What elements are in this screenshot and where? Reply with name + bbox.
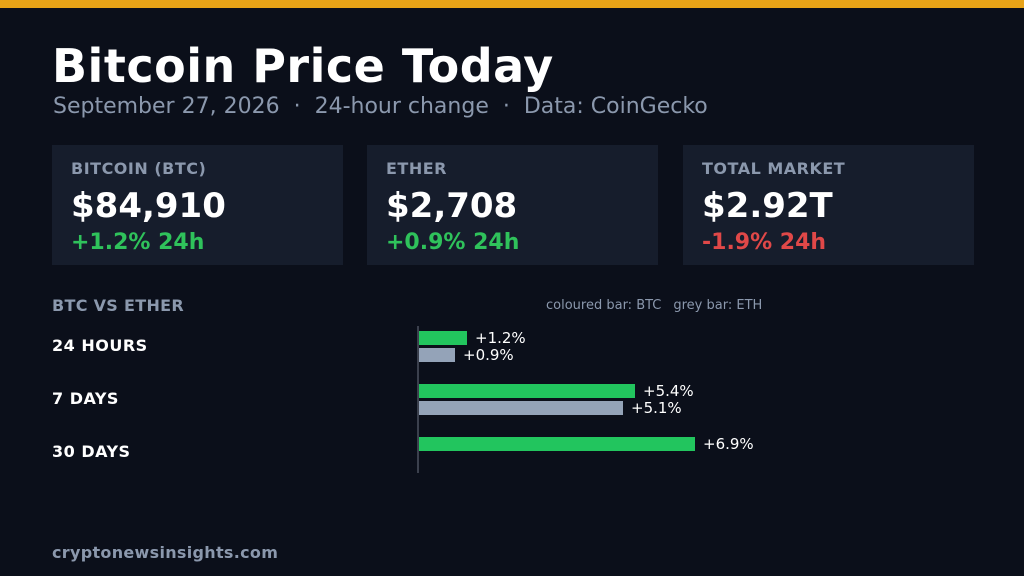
data-label-eth-1: +0.9% — [463, 346, 514, 364]
legend-eth: grey bar: ETH — [673, 298, 763, 313]
period-text: 24-hour change — [314, 94, 489, 119]
chart-legend: coloured bar: BTC grey bar: ETH — [546, 298, 762, 313]
bar-eth-1 — [419, 348, 455, 362]
total-market-card: TOTAL MARKET $2.92T -1.9% 24h — [683, 145, 974, 265]
card-value: $2,708 — [386, 186, 518, 226]
subtitle: September 27, 2026 · 24-hour change · Data: … — [53, 92, 708, 122]
chart-title: BTC VS ETHER — [52, 296, 184, 315]
card-value: $84,910 — [71, 186, 226, 226]
separator-dot: · — [502, 94, 510, 119]
bar-btc-3 — [419, 437, 695, 451]
card-label: BITCOIN (BTC) — [71, 159, 207, 178]
site-footer: cryptonewsinsights.com — [52, 543, 279, 562]
row-label-7-days: 7 DAYS — [52, 389, 119, 408]
date-text: September 27, 2026 — [53, 94, 280, 119]
card-value: $2.92T — [702, 186, 833, 226]
bar-eth-2 — [419, 401, 623, 415]
bar-btc-1 — [419, 331, 467, 345]
card-change: +0.9% 24h — [386, 230, 520, 255]
page-title: Bitcoin Price Today — [52, 39, 554, 93]
data-label-eth-2: +5.1% — [631, 399, 682, 417]
legend-btc: coloured bar: BTC — [546, 298, 662, 313]
row-label-24-hours: 24 HOURS — [52, 336, 148, 355]
card-label: ETHER — [386, 159, 447, 178]
card-change: +1.2% 24h — [71, 230, 205, 255]
btc-card: BITCOIN (BTC) $84,910 +1.2% 24h — [52, 145, 343, 265]
data-label-btc-2: +5.4% — [643, 382, 694, 400]
row-label-30-days: 30 DAYS — [52, 442, 131, 461]
data-label-btc-1: +1.2% — [475, 329, 526, 347]
source-text: Data: CoinGecko — [523, 94, 708, 119]
data-label-btc-3: +6.9% — [703, 435, 754, 453]
bar-btc-2 — [419, 384, 635, 398]
card-label: TOTAL MARKET — [702, 159, 846, 178]
card-change: -1.9% 24h — [702, 230, 827, 255]
ether-card: ETHER $2,708 +0.9% 24h — [367, 145, 658, 265]
separator-dot: · — [293, 94, 301, 119]
accent-bar — [0, 0, 1024, 8]
